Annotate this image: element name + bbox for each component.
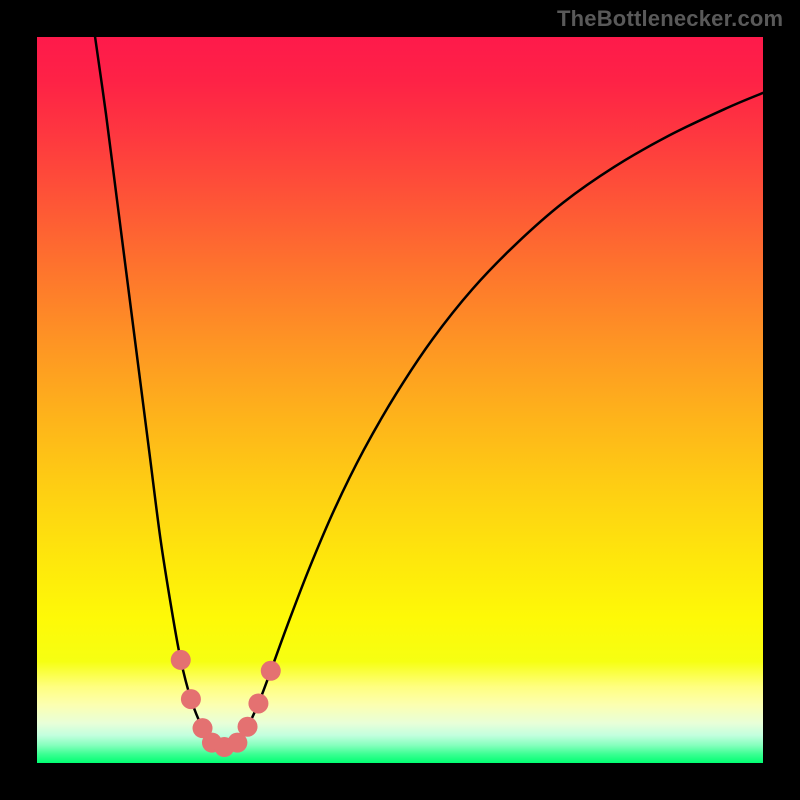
watermark-label: TheBottlenecker.com <box>557 6 783 32</box>
marker-dot <box>181 689 201 709</box>
bottleneck-chart <box>37 37 763 763</box>
marker-dot <box>261 661 281 681</box>
marker-dot <box>248 693 268 713</box>
marker-dot <box>238 717 258 737</box>
chart-background <box>37 37 763 763</box>
marker-dot <box>171 650 191 670</box>
